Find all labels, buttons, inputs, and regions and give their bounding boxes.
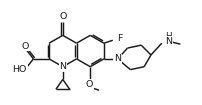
Text: F: F bbox=[116, 34, 121, 43]
Text: H: H bbox=[164, 32, 171, 41]
Text: O: O bbox=[22, 42, 29, 51]
Text: O: O bbox=[85, 80, 93, 89]
Text: N: N bbox=[59, 62, 66, 71]
Text: N: N bbox=[114, 54, 121, 63]
Text: HO: HO bbox=[12, 65, 27, 74]
Text: O: O bbox=[59, 12, 66, 21]
Text: N: N bbox=[164, 37, 171, 46]
